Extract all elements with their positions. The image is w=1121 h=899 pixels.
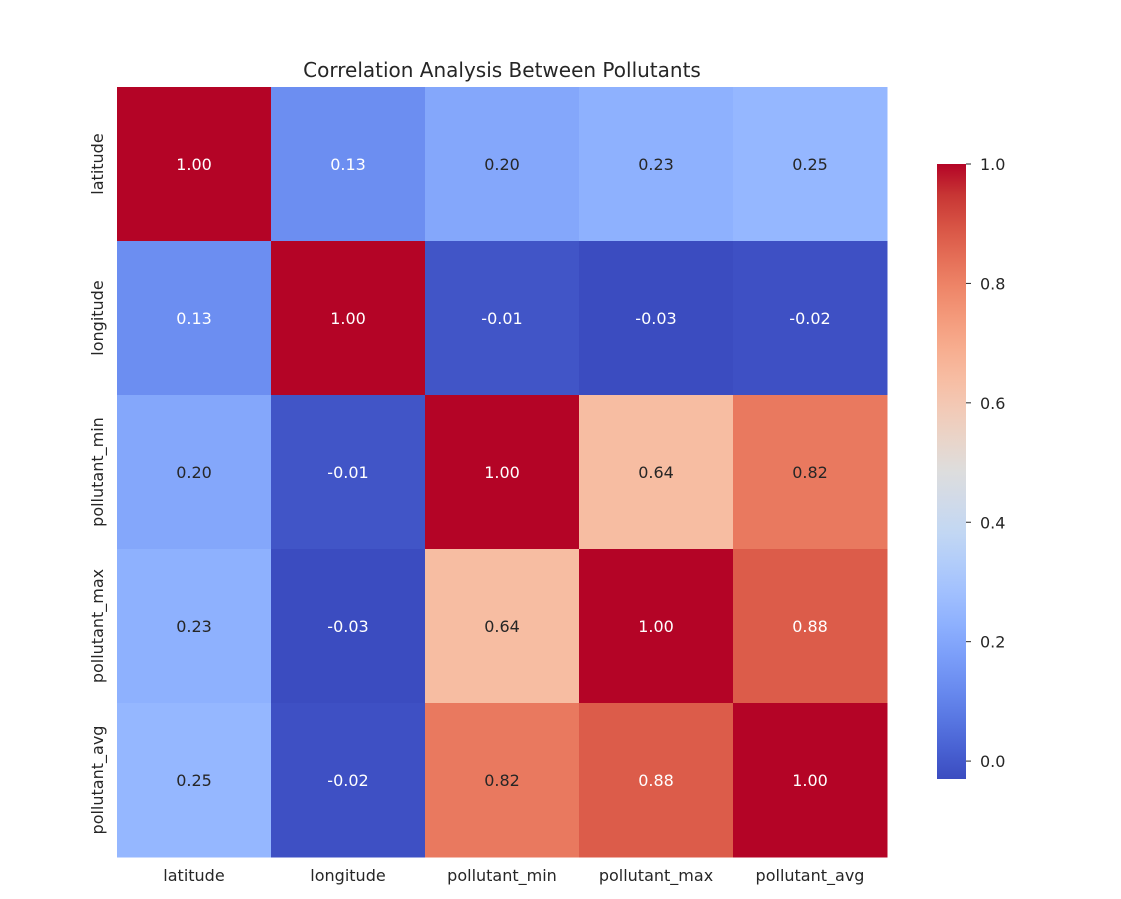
heatmap-cell [733,395,888,550]
cell-value-label: 0.20 [176,463,212,482]
cell-value-label: 1.00 [330,309,366,328]
y-tick-label: pollutant_max [88,569,108,683]
cell-value-label: 0.64 [484,617,520,636]
heatmap-cell [425,241,580,396]
colorbar-gradient [937,164,966,779]
chart-title: Correlation Analysis Between Pollutants [303,58,701,82]
x-tick-label: pollutant_max [599,866,713,886]
cell-value-label: -0.02 [789,309,830,328]
heatmap-cell [271,87,426,242]
x-tick-label: latitude [163,866,224,885]
heatmap-cell [579,549,734,704]
cell-value-label: 0.25 [176,771,212,790]
cell-value-label: 0.23 [176,617,212,636]
colorbar-tick-label: 0.0 [980,752,1005,771]
x-axis-ticks: latitude longitude pollutant_min pollutant_… [163,866,864,886]
heatmap-cell [117,395,272,550]
heatmap-cell [271,703,426,858]
colorbar-tick-label: 0.2 [980,633,1005,652]
colorbar-tick-label: 1.0 [980,155,1005,174]
heatmap-cell [425,395,580,550]
cell-value-label: 0.64 [638,463,674,482]
cell-value-label: 0.82 [792,463,828,482]
cell-value-label: -0.02 [327,771,368,790]
x-tick-label: pollutant_avg [756,866,865,886]
colorbar-ticks: 0.0 0.2 0.4 0.6 0.8 1.0 [966,155,1005,771]
cell-value-label: -0.01 [327,463,368,482]
cell-value-label: 0.88 [638,771,674,790]
heatmap-cell [733,703,888,858]
cell-value-label: 0.13 [330,155,366,174]
cell-value-label: -0.03 [635,309,676,328]
heatmap-cell [271,549,426,704]
heatmap-cell [733,241,888,396]
colorbar-tick-label: 0.8 [980,274,1005,293]
heatmap-cells: 1.00 0.13 0.20 0.23 0.25 0.13 1.00 -0.01 -0.03 -0… [117,87,888,858]
y-tick-label: pollutant_avg [88,726,108,835]
heatmap-cell [579,241,734,396]
colorbar-tick-label: 0.4 [980,513,1005,532]
heatmap-cell [271,395,426,550]
heatmap-cell [733,87,888,242]
colorbar: 0.0 0.2 0.4 0.6 0.8 1.0 [937,155,1005,779]
cell-value-label: 0.13 [176,309,212,328]
cell-value-label: 1.00 [484,463,520,482]
heatmap-cell [117,549,272,704]
y-axis-ticks: latitude longitude pollutant_min pollutant_… [88,133,108,834]
cell-value-label: 0.20 [484,155,520,174]
heatmap-cell [579,395,734,550]
cell-value-label: -0.03 [327,617,368,636]
cell-value-label: -0.01 [481,309,522,328]
heatmap-cell [425,549,580,704]
cell-value-label: 0.88 [792,617,828,636]
x-tick-label: pollutant_min [447,866,557,886]
x-tick-label: longitude [310,866,385,885]
cell-value-label: 0.82 [484,771,520,790]
heatmap-cell [733,549,888,704]
heatmap-cell [579,703,734,858]
y-tick-label: latitude [88,133,107,194]
heatmap-cell [579,87,734,242]
heatmap-cell [425,87,580,242]
colorbar-tick-label: 0.6 [980,394,1005,413]
heatmap-cell [117,703,272,858]
cell-value-label: 0.23 [638,155,674,174]
heatmap-cell [117,241,272,396]
heatmap-cell [271,241,426,396]
cell-value-label: 1.00 [176,155,212,174]
y-tick-label: longitude [88,280,107,355]
cell-value-label: 1.00 [792,771,828,790]
heatmap-cell [117,87,272,242]
heatmap-cell [425,703,580,858]
y-tick-label: pollutant_min [88,417,108,527]
cell-value-label: 0.25 [792,155,828,174]
cell-value-label: 1.00 [638,617,674,636]
